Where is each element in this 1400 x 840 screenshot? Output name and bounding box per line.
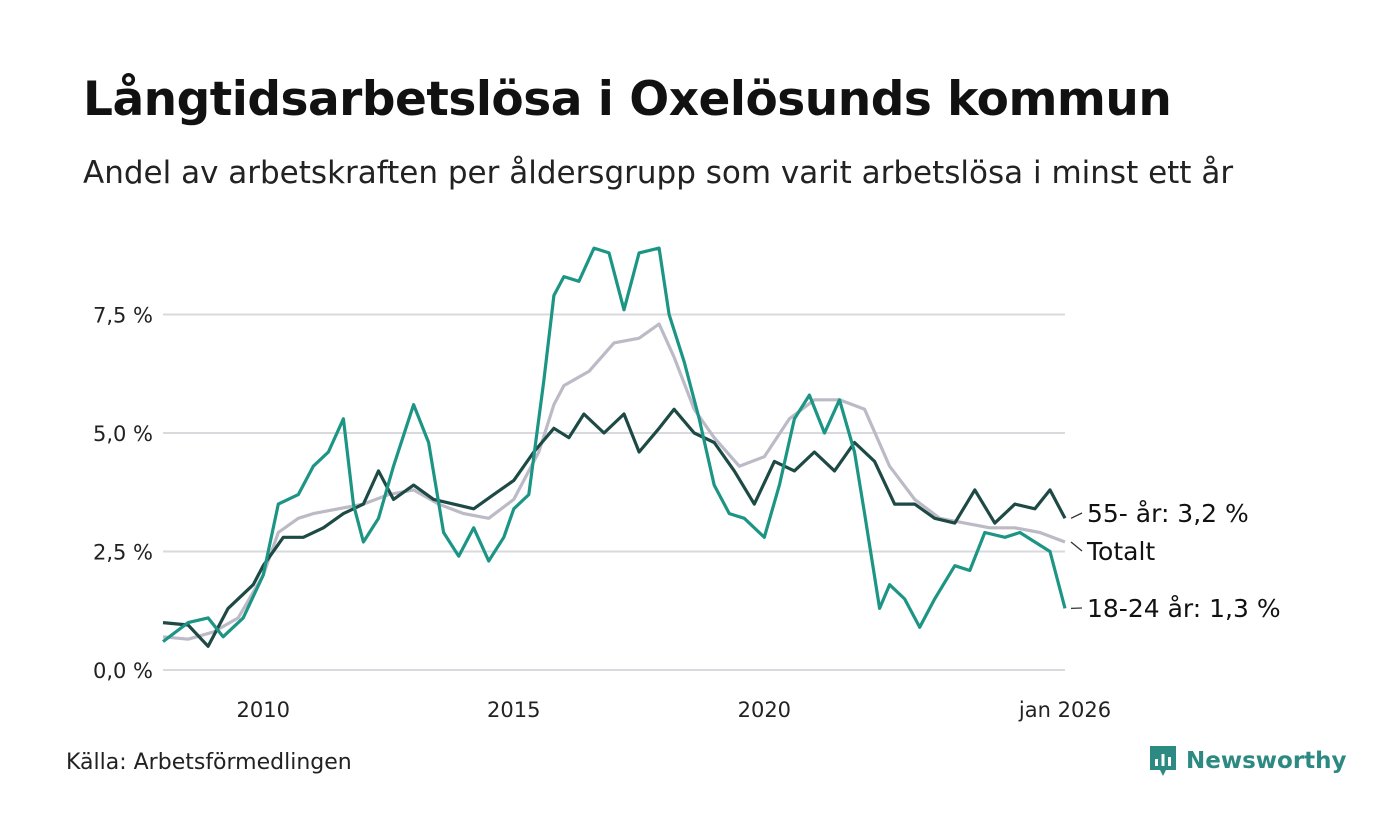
series-end-label: 55- år: 3,2 % <box>1087 499 1249 528</box>
y-tick-label: 5,0 % <box>93 422 153 446</box>
brand-logo: Newsworthy <box>1148 744 1347 778</box>
series-end-label: Totalt <box>1086 537 1155 566</box>
chart-title: Långtidsarbetslösa i Oxelösunds kommun <box>83 72 1172 127</box>
y-tick-label: 2,5 % <box>93 541 153 565</box>
series-end-label: 18-24 år: 1,3 % <box>1087 594 1281 623</box>
series-line <box>162 407 1067 648</box>
series-line <box>162 246 1067 643</box>
source-note: Källa: Arbetsförmedlingen <box>66 750 352 775</box>
end-label-connector <box>1070 512 1083 519</box>
end-labels: Totalt 55- år: 3,2 % 18-24 år: 1,3 % <box>1070 499 1281 623</box>
newsworthy-logo-icon <box>1150 746 1176 776</box>
x-tick-label: jan 2026 <box>1018 698 1111 722</box>
x-tick-label: 2010 <box>236 698 289 722</box>
x-tick-label: 2015 <box>487 698 540 722</box>
y-axis: 0,0 % 2,5 % 5,0 % 7,5 % <box>93 304 153 684</box>
series-line <box>162 322 1066 641</box>
y-tick-label: 0,0 % <box>93 659 153 683</box>
y-tick-label: 7,5 % <box>93 304 153 328</box>
x-tick-label: 2020 <box>738 698 791 722</box>
brand-name: Newsworthy <box>1186 748 1347 774</box>
x-axis: 2010 2015 2020 jan 2026 <box>236 698 1111 722</box>
series-lines <box>162 246 1067 648</box>
end-label-connector <box>1070 541 1083 552</box>
chart-subtitle: Andel av arbetskraften per åldersgrupp s… <box>83 155 1234 191</box>
grid <box>163 313 1065 671</box>
